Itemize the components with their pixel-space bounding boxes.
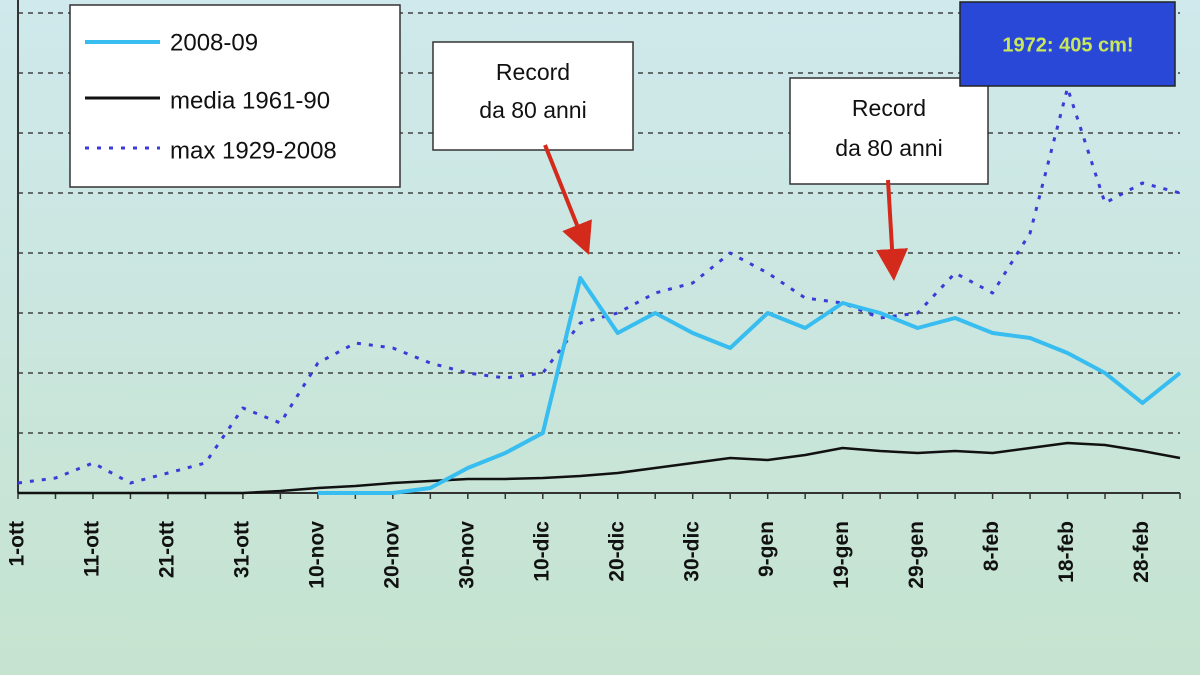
legend-box: [69, 4, 401, 188]
plot-area: 1-ott 11-ott 21-ott 31-ott 10-nov 20-nov 30-no…: [6, 0, 1182, 589]
annotation-box: [789, 77, 989, 185]
annotation-text: Record: [496, 59, 570, 85]
x-tick-label: 11-ott: [81, 521, 104, 577]
annotation: 1972: 405 cm!: [959, 1, 1176, 87]
x-tick-label: 30-dic: [680, 521, 703, 582]
legend-label: max 1929-2008: [170, 137, 337, 164]
annotation: Record da 80 anni: [432, 41, 634, 255]
x-tick-label: 18-feb: [1055, 521, 1078, 583]
legend-label: 2008-09: [170, 29, 258, 56]
x-tick-label: 30-nov: [455, 521, 478, 589]
annotation: Record da 80 anni: [789, 77, 989, 281]
legend: 2008-09 media 1961-90 max 1929-2008: [69, 4, 401, 188]
arrow: [543, 144, 592, 255]
annotation-text: da 80 anni: [835, 135, 942, 161]
annotation-text: 1972: 405 cm!: [1002, 34, 1133, 56]
legend-label: media 1961-90: [170, 87, 330, 114]
x-tick-label: 10-nov: [305, 521, 328, 589]
annotation-text: da 80 anni: [479, 97, 586, 123]
arrow: [876, 179, 909, 281]
x-tick-label: 10-dic: [530, 521, 553, 582]
annotation-box: [959, 1, 1176, 87]
series-line: [317, 276, 1182, 495]
annotation-box: [432, 41, 634, 151]
x-tick-label: 19-gen: [830, 521, 853, 589]
series-line: [18, 441, 1181, 495]
x-tick-label: 9-gen: [755, 521, 778, 577]
x-tick-label: 20-dic: [605, 521, 628, 582]
x-tick-label: 21-ott: [155, 521, 178, 578]
x-tick-label: 31-ott: [230, 521, 253, 578]
x-tick-label: 28-feb: [1130, 521, 1153, 583]
x-tick-label: 8-feb: [980, 521, 1003, 571]
x-tick-label: 29-gen: [905, 521, 928, 589]
annotation-text: Record: [852, 95, 926, 121]
x-tick-label: 1-ott: [6, 521, 29, 567]
x-tick-label: 20-nov: [380, 521, 403, 589]
